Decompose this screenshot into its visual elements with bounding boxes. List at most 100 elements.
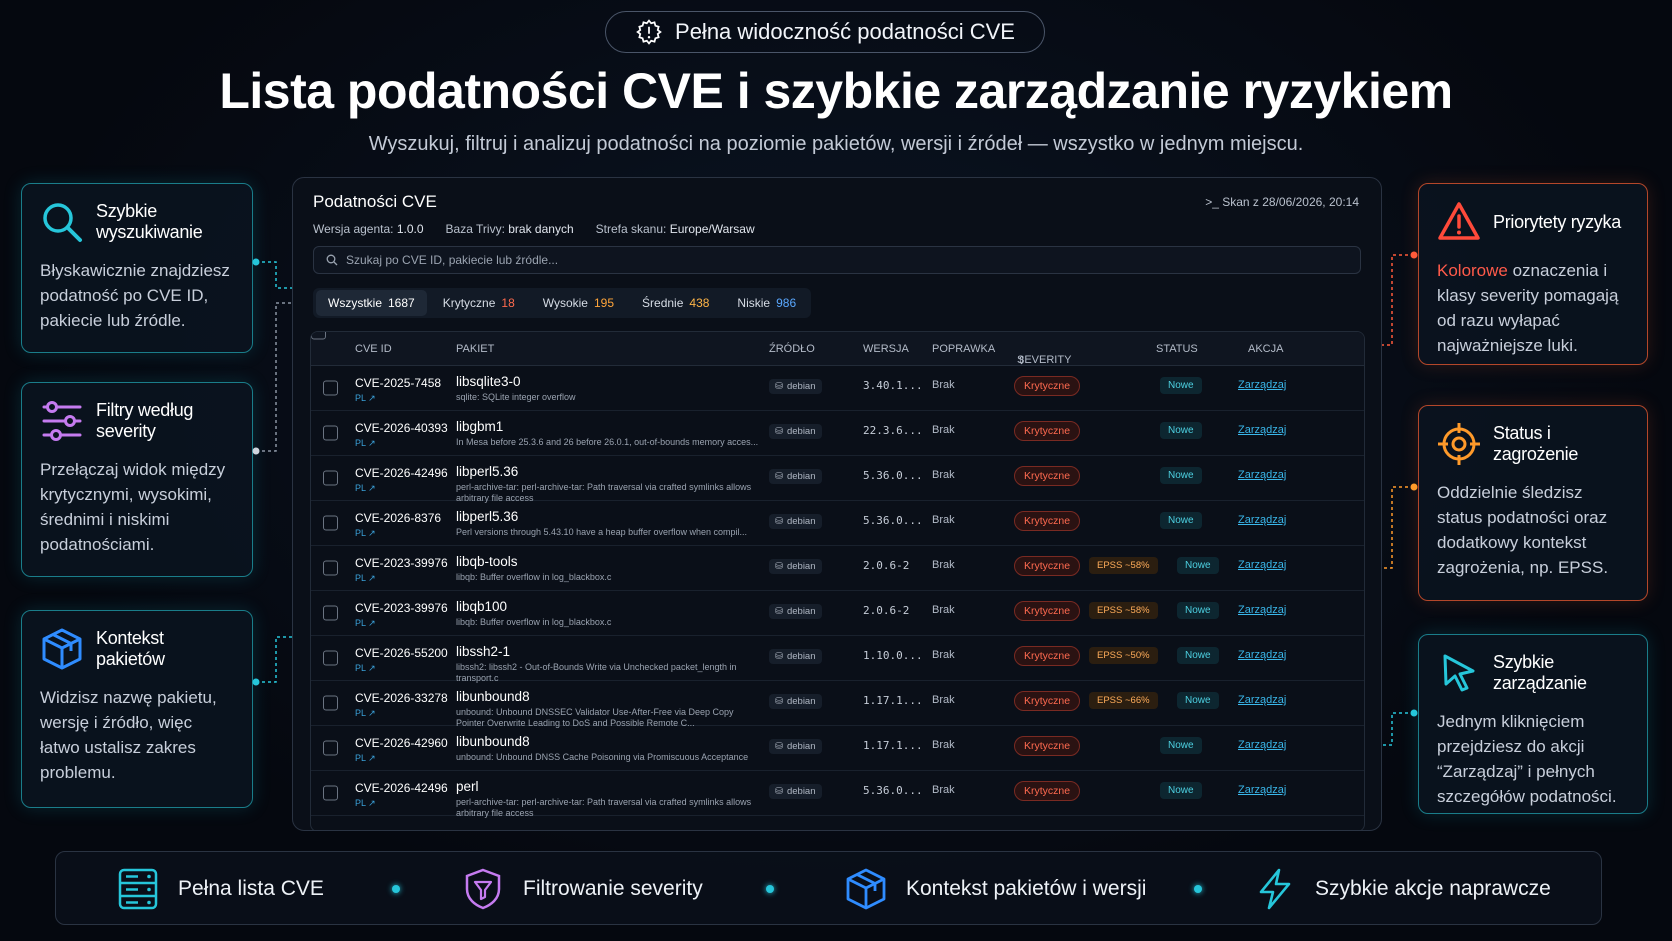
database-icon: ⛁ (775, 516, 783, 527)
manage-link[interactable]: Zarządzaj (1238, 694, 1287, 706)
cve-id[interactable]: CVE-2026-33278 (355, 691, 448, 705)
table-row: CVE-2026-8376 PL ↗ libperl5.36 Perl version… (311, 501, 1364, 546)
manage-link[interactable]: Zarządzaj (1238, 379, 1287, 391)
row-checkbox[interactable] (323, 470, 338, 486)
tab-count: 195 (593, 296, 615, 310)
cve-id[interactable]: CVE-2026-40393 (355, 421, 448, 435)
cve-id[interactable]: CVE-2026-55200 (355, 646, 448, 660)
manage-link[interactable]: Zarządzaj (1238, 604, 1287, 616)
manage-link[interactable]: Zarządzaj (1238, 739, 1287, 751)
cve-link[interactable]: PL ↗ (355, 753, 376, 763)
cve-link[interactable]: PL ↗ (355, 438, 376, 448)
card-title: Szybkie zarządzanie (1493, 652, 1587, 693)
search-icon (326, 254, 338, 266)
feature-card-priorities: Priorytety ryzyka Kolorowe oznaczenia i … (1418, 183, 1648, 365)
table-header: CVE ID PAKIET ŹRÓDŁO WERSJA POPRAWKA SEV… (311, 332, 1364, 367)
manage-link[interactable]: Zarządzaj (1238, 424, 1287, 436)
cve-id[interactable]: CVE-2023-39976 (355, 601, 448, 615)
manage-link[interactable]: Zarządzaj (1238, 469, 1287, 481)
cve-link[interactable]: PL ↗ (355, 528, 376, 538)
agent-version: Wersja agenta: 1.0.0 (313, 222, 424, 236)
table-body: CVE-2025-7458 PL ↗ libsqlite3-0 sqlite: SQL… (311, 366, 1364, 818)
package-description: unbound: Unbound DNSSEC Validator Use-Af… (456, 707, 734, 728)
col-source[interactable]: ŹRÓDŁO (769, 343, 815, 355)
row-checkbox[interactable] (323, 560, 338, 576)
row-checkbox[interactable] (323, 740, 338, 756)
cve-id[interactable]: CVE-2025-7458 (355, 376, 442, 390)
cve-id[interactable]: CVE-2026-8376 (355, 511, 442, 525)
cve-link[interactable]: PL ↗ (355, 573, 376, 583)
row-checkbox[interactable] (323, 695, 338, 711)
footer-label: Filtrowanie severity (523, 877, 703, 900)
scan-zone: Strefa skanu: Europe/Warsaw (595, 222, 755, 236)
severity-badge: Krytyczne (1014, 466, 1081, 486)
cve-id[interactable]: CVE-2026-42960 (355, 736, 448, 750)
status-badge: Nowe (1177, 557, 1219, 574)
cve-link[interactable]: PL ↗ (355, 663, 376, 673)
card-body: Kolorowe oznaczenia i klasy severity pom… (1437, 258, 1629, 358)
cve-link[interactable]: PL ↗ (355, 393, 376, 403)
package-version: 22.3.6... (863, 424, 923, 437)
row-checkbox[interactable] (323, 515, 338, 531)
manage-link[interactable]: Zarządzaj (1238, 559, 1287, 571)
package-version: 3.40.1... (863, 379, 923, 392)
status-badge: Nowe (1177, 692, 1219, 709)
cve-id[interactable]: CVE-2026-42496 (355, 781, 448, 795)
cve-id[interactable]: CVE-2023-39976 (355, 556, 448, 570)
cve-link[interactable]: PL ↗ (355, 708, 376, 718)
card-highlight: Kolorowe (1437, 261, 1508, 280)
feature-card-filters: Filtry według severity Przełączaj widok … (21, 382, 253, 577)
package-version: 1.10.0... (863, 649, 923, 662)
row-checkbox[interactable] (323, 650, 338, 666)
tab-critical[interactable]: Krytyczne 18 (442, 296, 515, 310)
database-icon: ⛁ (775, 606, 783, 617)
fix-version: Brak (932, 469, 955, 481)
source-badge: ⛁ debian (769, 784, 822, 799)
package-name: perl (456, 779, 479, 794)
tab-low[interactable]: Niskie 986 (737, 296, 797, 310)
package-version: 5.36.0... (863, 784, 923, 797)
package-name: libunbound8 (456, 734, 530, 749)
select-all-checkbox[interactable] (311, 332, 326, 340)
table-row: CVE-2026-33278 PL ↗ libunbound8 unbound: Un… (311, 681, 1364, 728)
col-status[interactable]: STATUS (1156, 343, 1198, 355)
row-checkbox[interactable] (323, 425, 338, 441)
card-title: Filtry według severity (96, 400, 194, 441)
row-checkbox[interactable] (323, 785, 338, 801)
alert-gear-icon (636, 19, 662, 45)
status-badge: Nowe (1160, 782, 1202, 799)
card-body: Jednym kliknięciem przejdziesz do akcji … (1437, 712, 1617, 806)
manage-link[interactable]: Zarządzaj (1238, 514, 1287, 526)
source-badge: ⛁ debian (769, 379, 822, 394)
tab-medium[interactable]: Średnie 438 (642, 296, 710, 310)
package-description: sqlite: SQLite integer overflow (456, 392, 576, 402)
footer-label: Szybkie akcje naprawcze (1315, 877, 1551, 900)
package-description: libqb: Buffer overflow in log_blackbox.c (456, 617, 612, 627)
col-package[interactable]: PAKIET (456, 343, 495, 355)
package-version: 2.0.6-2 (863, 604, 910, 617)
cve-id[interactable]: CVE-2026-42496 (355, 466, 448, 480)
package-version: 1.17.1... (863, 739, 923, 752)
cve-link[interactable]: PL ↗ (355, 798, 376, 808)
col-fix[interactable]: POPRAWKA (932, 343, 996, 355)
package-version: 1.17.1... (863, 694, 923, 707)
col-version[interactable]: WERSJA (863, 343, 909, 355)
col-cve-id[interactable]: CVE ID (355, 343, 392, 355)
manage-link[interactable]: Zarządzaj (1238, 784, 1287, 796)
lightning-icon (1259, 868, 1291, 910)
card-title: Status i zagrożenie (1493, 423, 1579, 464)
tab-high[interactable]: Wysokie 195 (542, 296, 615, 310)
row-checkbox[interactable] (323, 605, 338, 621)
table-row: CVE-2026-42960 PL ↗ libunbound8 unbound: Un… (311, 726, 1364, 771)
tab-count: 986 (776, 296, 797, 310)
severity-badge: Krytyczne (1014, 556, 1081, 576)
row-checkbox[interactable] (323, 380, 338, 396)
cve-link[interactable]: PL ↗ (355, 618, 376, 628)
manage-link[interactable]: Zarządzaj (1238, 649, 1287, 661)
cve-link[interactable]: PL ↗ (355, 483, 376, 493)
source-badge: ⛁ debian (769, 694, 822, 709)
col-action: AKCJA (1248, 343, 1284, 355)
search-input[interactable] (346, 253, 1246, 267)
tab-all[interactable]: Wszystkie 1687 (316, 290, 427, 316)
package-version: 5.36.0... (863, 514, 923, 527)
